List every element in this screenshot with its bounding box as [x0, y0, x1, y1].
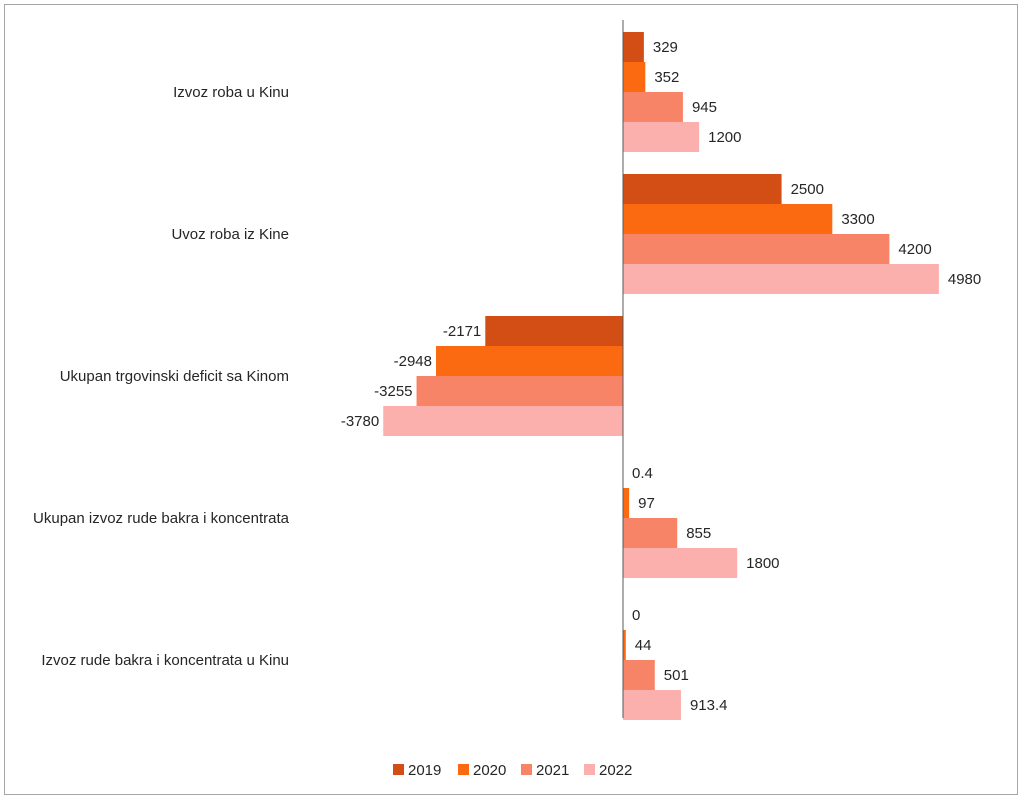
value-label: 501: [664, 667, 689, 684]
legend-swatch-2021: [521, 764, 532, 775]
bars: [383, 32, 939, 720]
bar-2022-4: [623, 690, 681, 720]
value-label: -3780: [341, 413, 379, 430]
value-label: -2171: [443, 323, 481, 340]
bar-2022-0: [623, 122, 700, 152]
value-label: -3255: [374, 383, 412, 400]
value-label: 97: [638, 495, 655, 512]
bar-2019-0: [623, 32, 644, 62]
value-label: 0: [632, 607, 640, 624]
value-label: -2948: [394, 353, 432, 370]
value-label: 4980: [948, 271, 981, 288]
legend: 2019 2020 2021 2022: [393, 762, 632, 779]
legend-swatch-2020: [458, 764, 469, 775]
bar-2022-2: [383, 406, 623, 436]
category-labels: Izvoz roba u Kinu Uvoz roba iz Kine Ukupan…: [33, 84, 290, 669]
legend-label-2020: 2020: [473, 762, 506, 779]
value-label: 913.4: [690, 697, 728, 714]
value-label: 3300: [841, 211, 874, 228]
bar-2021-2: [416, 376, 623, 406]
value-label: 855: [686, 525, 711, 542]
value-label: 4200: [898, 241, 931, 258]
value-label: 945: [692, 99, 717, 116]
bar-2021-3: [623, 518, 678, 548]
bar-2022-1: [623, 264, 939, 294]
legend-swatch-2019: [393, 764, 404, 775]
value-label: 1800: [746, 555, 779, 572]
value-label: 329: [653, 39, 678, 56]
legend-label-2019: 2019: [408, 762, 441, 779]
value-labels: 329 2500 -2171 0.4 0 352 3300 -2948 97 44 945 4200 -…: [341, 39, 981, 714]
bar-2022-3: [623, 548, 738, 578]
bar-2021-0: [623, 92, 683, 122]
bar-2019-2: [485, 316, 623, 346]
bar-2020-3: [623, 488, 630, 518]
bar-2020-2: [436, 346, 623, 376]
category-label: Ukupan trgovinski deficit sa Kinom: [60, 368, 289, 385]
bar-2021-1: [623, 234, 890, 264]
bar-2020-1: [623, 204, 833, 234]
legend-label-2022: 2022: [599, 762, 632, 779]
category-label: Ukupan izvoz rude bakra i koncentrata: [33, 510, 290, 527]
value-label: 44: [635, 637, 652, 654]
legend-label-2021: 2021: [536, 762, 569, 779]
value-label: 2500: [791, 181, 824, 198]
bar-2021-4: [623, 660, 655, 690]
value-label: 352: [654, 69, 679, 86]
category-label: Uvoz roba iz Kine: [171, 226, 289, 243]
bar-2020-4: [623, 630, 626, 660]
category-label: Izvoz rude bakra i koncentrata u Kinu: [41, 652, 289, 669]
bar-2020-0: [623, 62, 646, 92]
value-label: 0.4: [632, 465, 653, 482]
bar-2019-1: [623, 174, 782, 204]
category-label: Izvoz roba u Kinu: [173, 84, 289, 101]
value-label: 1200: [708, 129, 741, 146]
legend-swatch-2022: [584, 764, 595, 775]
